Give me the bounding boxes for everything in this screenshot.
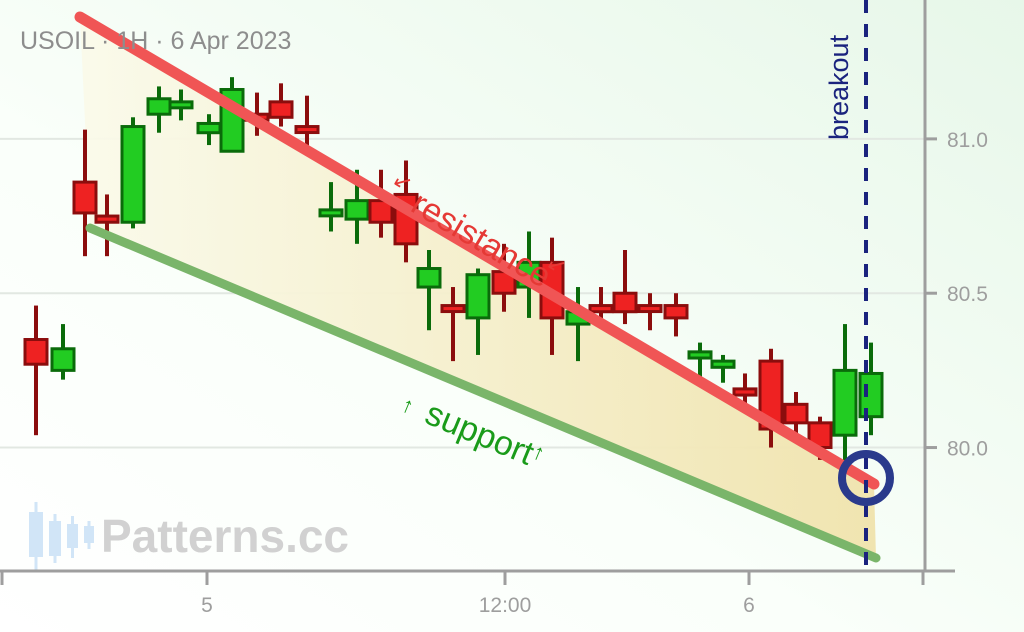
y-tick-label: 80.0 (947, 438, 988, 461)
candlestick (120, 117, 146, 229)
y-axis-ticks: 80.0 80.5 81.0 (925, 129, 988, 461)
candle-body (440, 304, 466, 314)
candlestick (783, 391, 809, 442)
breakout-label: breakout (824, 34, 854, 140)
candle-body (23, 338, 49, 366)
resistance-trendline (74, 11, 880, 490)
y-tick-label: 81.0 (947, 129, 988, 152)
candle-body (294, 125, 320, 135)
candlestick (588, 287, 614, 325)
candle-body (94, 214, 120, 224)
candlestick (268, 83, 294, 127)
candle-body (687, 350, 713, 360)
candle-wick (105, 194, 109, 257)
candlestick (465, 268, 491, 355)
candle-wick (305, 95, 309, 155)
candle-body (637, 304, 663, 314)
candlestick (687, 342, 713, 377)
candlestick (50, 324, 76, 380)
candle-body (612, 291, 638, 314)
breakout-circle-marker (838, 450, 894, 506)
x-axis-ticks: 5 12:00 6 (201, 571, 755, 617)
candle-wick (329, 182, 333, 232)
candle-wick (623, 250, 627, 325)
candlestick (440, 287, 466, 362)
candlestick (612, 250, 638, 325)
candle-body (120, 125, 146, 224)
candle-body (344, 199, 370, 221)
candlestick (94, 194, 120, 257)
x-tick-label: 6 (743, 594, 755, 617)
x-tick-label: 12:00 (479, 594, 532, 617)
candle-wick (451, 287, 455, 362)
candle-body (196, 121, 222, 135)
candle-body (416, 267, 442, 289)
candlestick (294, 95, 320, 155)
candlestick (72, 129, 98, 257)
x-tick-label: 5 (201, 594, 213, 617)
candlestick (663, 293, 689, 337)
candle-wick (427, 250, 431, 331)
page-title: USOIL · 1H · 6 Apr 2023 (20, 27, 291, 55)
candlestick (732, 373, 758, 411)
candle-body (588, 304, 614, 314)
candle-body (832, 368, 858, 437)
candle-body (732, 387, 758, 397)
axes (0, 0, 955, 585)
candle-body (710, 359, 736, 369)
candle-body (146, 97, 172, 116)
candlestick (710, 354, 736, 383)
candle-body (368, 199, 394, 224)
watermark: Patterns.cc (29, 502, 349, 570)
candle-body (72, 180, 98, 215)
support-trendline (85, 223, 881, 563)
candlestick-logo (29, 502, 94, 570)
candlestick (168, 89, 194, 121)
candlestick (637, 293, 663, 331)
candlestick (318, 182, 344, 232)
candle-wick (34, 305, 38, 436)
candlestick (832, 324, 858, 467)
candle-wick (721, 354, 725, 383)
candlestick (23, 305, 49, 436)
candle-body (50, 347, 76, 372)
candlestick (416, 250, 442, 331)
candle-body (858, 371, 884, 419)
candlestick (807, 416, 833, 460)
y-tick-label: 80.5 (947, 283, 988, 306)
candle-body (783, 402, 809, 425)
candlestick (368, 169, 394, 238)
candle-body (268, 100, 294, 119)
candle-body (663, 304, 689, 320)
watermark-label: Patterns.cc (101, 510, 349, 562)
candle-body (465, 273, 491, 320)
candle-body (318, 208, 344, 218)
candlestick (344, 169, 370, 244)
candle-body (168, 100, 194, 110)
candle-wick (698, 342, 702, 377)
